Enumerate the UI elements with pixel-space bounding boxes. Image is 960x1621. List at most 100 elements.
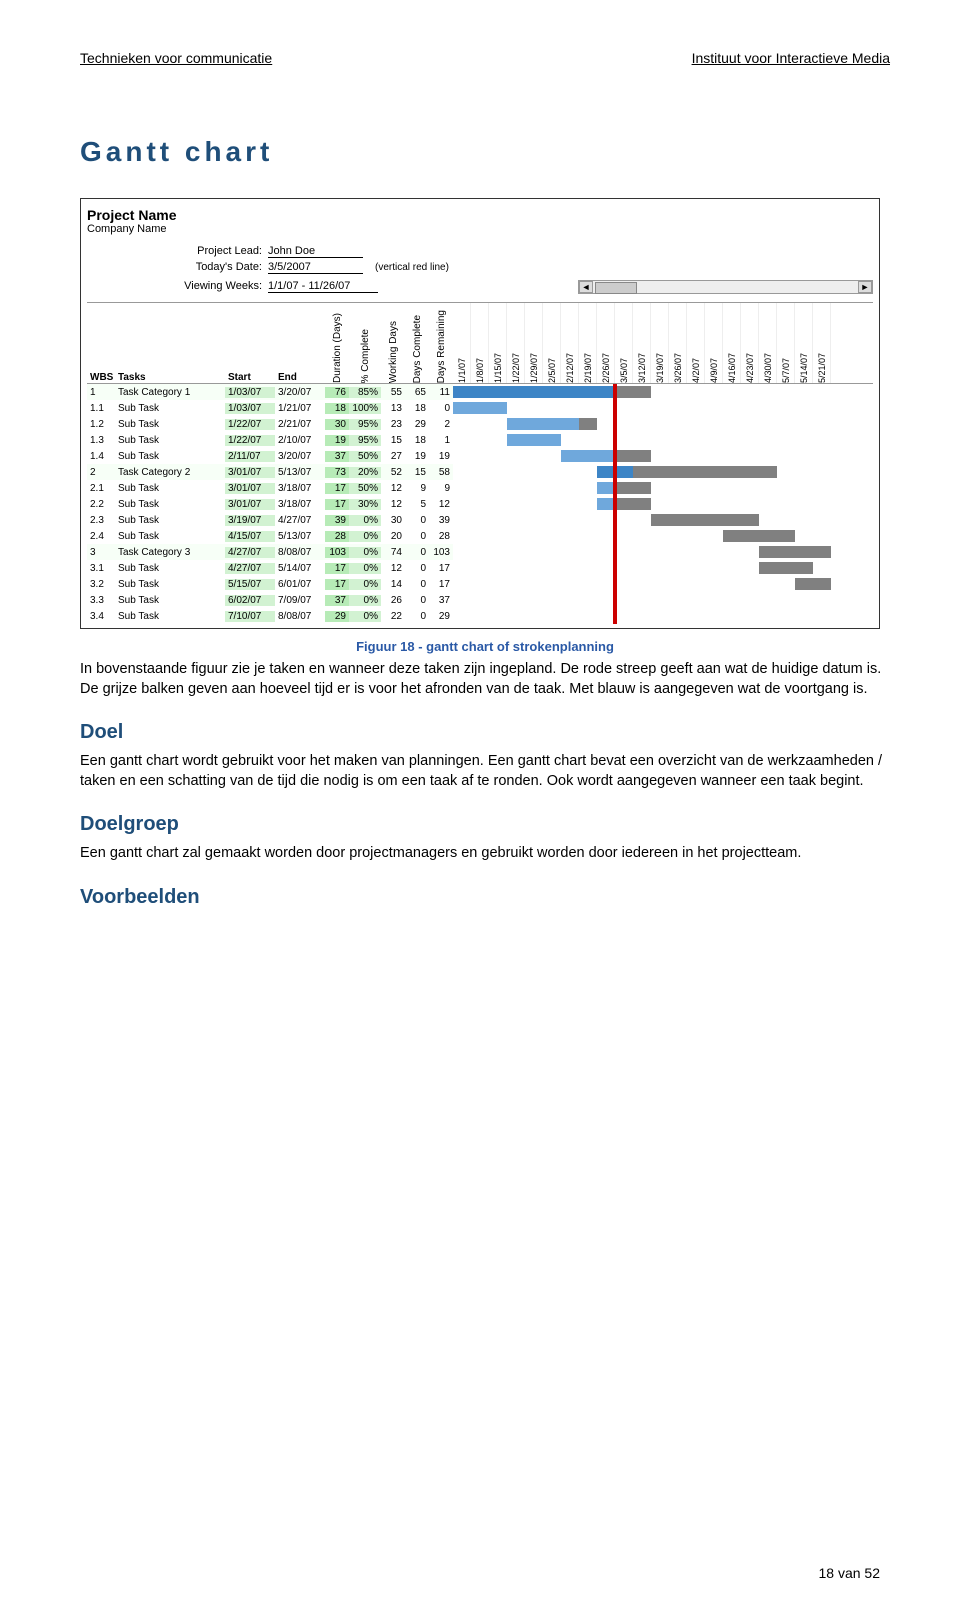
cell: 76 [325,387,349,398]
cell: 3/01/07 [225,467,275,478]
cell: 103 [429,547,453,558]
cell: 5/15/07 [225,579,275,590]
running-header-right: Instituut voor Interactieve Media [692,50,890,66]
cell: 95% [349,419,381,430]
cell: 11 [429,387,453,398]
cell: 18 [405,403,429,414]
cell: 100% [349,403,381,414]
cell: 1 [87,387,115,398]
cell: Sub Task [115,595,225,606]
table-row: 3.3Sub Task6/02/077/09/07370%26037 [87,592,453,608]
table-row: 2Task Category 23/01/075/13/077320%52155… [87,464,453,480]
cell: 7/09/07 [275,595,325,606]
gantt-bar-row [453,384,873,400]
timeline-date: 1/1/07 [453,303,471,383]
gantt-bar-row [453,416,873,432]
gantt-bar-complete [507,418,579,430]
table-row: 2.2Sub Task3/01/073/18/071730%12512 [87,496,453,512]
cell: 8/08/07 [275,611,325,622]
company-name: Company Name [87,223,873,235]
cell: 2 [87,467,115,478]
cell: 3/20/07 [275,451,325,462]
gantt-left-header: WBS Tasks Start End Duration (Days) % Co… [87,303,453,384]
meta-today-label: Today's Date: [167,261,262,273]
col-dur: Duration (Days) [325,311,349,383]
table-row: 1.4Sub Task2/11/073/20/073750%271919 [87,448,453,464]
table-row: 1.2Sub Task1/22/072/21/073095%23292 [87,416,453,432]
cell: 17 [325,563,349,574]
cell: 18 [405,435,429,446]
cell: Sub Task [115,611,225,622]
gantt-bar-row [453,448,873,464]
cell: 37 [325,595,349,606]
cell: 58 [429,467,453,478]
cell: Sub Task [115,563,225,574]
gantt-bar-remaining [615,386,651,398]
cell: 4/15/07 [225,531,275,542]
timeline-date: 5/21/07 [813,303,831,383]
cell: Sub Task [115,499,225,510]
scroll-right-button[interactable]: ► [858,281,872,293]
gantt-grid: WBS Tasks Start End Duration (Days) % Co… [87,302,873,624]
meta-lead: Project Lead: John Doe [167,245,873,258]
timeline-date: 3/26/07 [669,303,687,383]
meta-today-value: 3/5/2007 [268,261,363,274]
timeline-scrollbar[interactable]: ◄ ► [578,280,873,294]
table-row: 1Task Category 11/03/073/20/077685%55651… [87,384,453,400]
cell: 2/10/07 [275,435,325,446]
gantt-bar-row [453,400,873,416]
cell: 27 [381,451,405,462]
cell: 55 [381,387,405,398]
cell: 0% [349,531,381,542]
cell: 0 [405,595,429,606]
cell: 1/03/07 [225,387,275,398]
cell: Task Category 3 [115,547,225,558]
today-line [613,384,617,624]
col-dc: Days Complete [405,313,429,383]
timeline-date: 4/23/07 [741,303,759,383]
cell: 20 [381,531,405,542]
gantt-bar-remaining [759,562,813,574]
cell: 50% [349,483,381,494]
timeline-date: 3/19/07 [651,303,669,383]
timeline-date: 2/19/07 [579,303,597,383]
scroll-left-button[interactable]: ◄ [579,281,593,293]
scroll-track[interactable] [593,281,858,293]
voorbeelden-heading: Voorbeelden [80,886,890,909]
timeline-date: 2/26/07 [597,303,615,383]
cell: 3.1 [87,563,115,574]
figure-caption: Figuur 18 - gantt chart of strokenplanni… [80,639,890,654]
cell: 3/18/07 [275,499,325,510]
col-start: Start [225,372,275,383]
page-title: Gantt chart [80,136,890,168]
cell: 0 [405,515,429,526]
cell: Sub Task [115,403,225,414]
gantt-bar-remaining [579,418,597,430]
cell: 7/10/07 [225,611,275,622]
cell: 85% [349,387,381,398]
cell: 17 [325,499,349,510]
gantt-bar-remaining [759,546,831,558]
cell: 1.1 [87,403,115,414]
cell: 65 [405,387,429,398]
cell: 1.3 [87,435,115,446]
cell: 0 [405,563,429,574]
cell: 1/03/07 [225,403,275,414]
cell: 2.2 [87,499,115,510]
intro-paragraph: In bovenstaande figuur zie je taken en w… [80,660,890,699]
cell: 2 [429,419,453,430]
cell: 8/08/07 [275,547,325,558]
cell: Sub Task [115,419,225,430]
cell: 17 [325,579,349,590]
cell: 29 [325,611,349,622]
cell: 0% [349,515,381,526]
gantt-bar-remaining [795,578,831,590]
cell: 3 [87,547,115,558]
scroll-thumb[interactable] [595,282,637,294]
cell: 5/13/07 [275,467,325,478]
cell: 3.4 [87,611,115,622]
cell: 23 [381,419,405,430]
cell: 37 [325,451,349,462]
gantt-timeline-rows [453,384,873,624]
cell: Task Category 1 [115,387,225,398]
